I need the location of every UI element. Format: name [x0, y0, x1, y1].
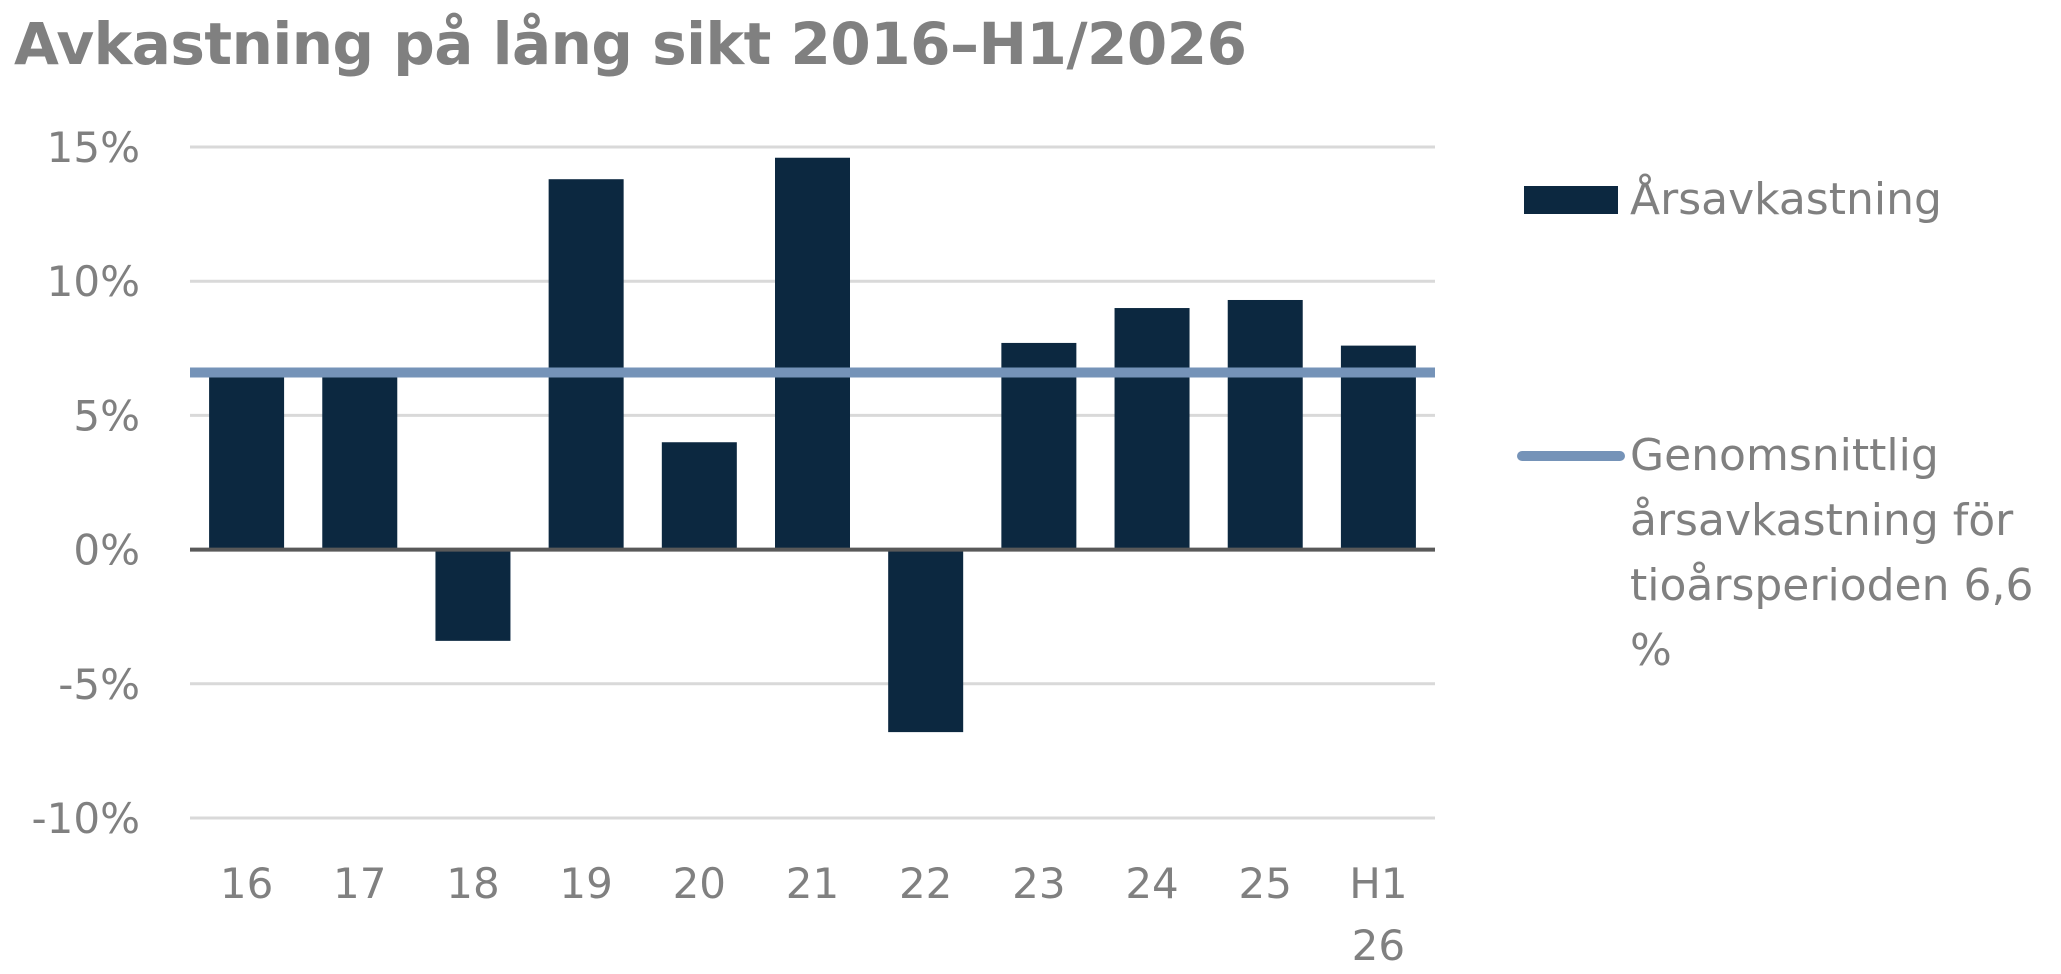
y-tick-label: 15% — [47, 123, 140, 172]
legend-swatch-bar — [1524, 186, 1618, 214]
y-tick-label: -10% — [31, 794, 140, 843]
legend-label-line: Genomsnittlig årsavkastning för tioårsperi… — [1630, 430, 2033, 676]
chart-title: Avkastning på lång sikt 2016–H1/2026 — [14, 10, 1247, 78]
x-tick-label-line: 18 — [446, 859, 499, 908]
x-tick-label-line: 24 — [1125, 859, 1178, 908]
x-tick-label: 17 — [333, 859, 386, 908]
x-tick-label-line: 17 — [333, 859, 386, 908]
x-tick-label: 21 — [786, 859, 839, 908]
bars — [209, 157, 1416, 733]
x-tick-label: 19 — [559, 859, 612, 908]
legend-label-line-part: % — [1630, 625, 1672, 676]
legend-label-bar: Årsavkastning — [1630, 172, 1942, 225]
x-tick-label-line: 26 — [1352, 921, 1405, 970]
x-tick-label: 20 — [673, 859, 726, 908]
bar — [888, 549, 964, 733]
bar — [209, 375, 285, 550]
x-tick-label: 22 — [899, 859, 952, 908]
x-tick-label: 23 — [1012, 859, 1065, 908]
x-tick-label-line: 16 — [220, 859, 273, 908]
legend-label-line-part: årsavkastning för — [1630, 495, 2014, 546]
bar — [1114, 308, 1190, 550]
bar — [775, 157, 850, 550]
bar — [435, 549, 511, 641]
y-tick-label: -5% — [58, 660, 140, 709]
legend-label-line-part: Genomsnittlig — [1630, 430, 1939, 481]
y-tick-label: 10% — [47, 257, 140, 306]
legend-label-line-part: tioårsperioden 6,6 — [1630, 560, 2033, 611]
x-tick-label: H1 26 — [1349, 859, 1407, 970]
x-tick-label: 25 — [1239, 859, 1292, 908]
x-tick-label-line: 20 — [673, 859, 726, 908]
y-axis-ticks: 15% 10% 5% 0% -5% -10% — [31, 123, 140, 843]
x-tick-label-line: 19 — [559, 859, 612, 908]
bar — [1227, 299, 1303, 550]
bar — [548, 179, 624, 550]
y-tick-label: 5% — [73, 391, 140, 440]
x-tick-label-line: 25 — [1239, 859, 1292, 908]
x-tick-label: 18 — [446, 859, 499, 908]
legend: Årsavkastning Genomsnittlig årsavkastning … — [1517, 172, 2033, 676]
bar — [661, 442, 737, 550]
bar — [322, 375, 398, 550]
y-tick-label: 0% — [73, 526, 140, 575]
x-tick-label-line: 23 — [1012, 859, 1065, 908]
x-axis-ticks: 16 17 18 19 20 21 22 23 24 25 H1 26 — [220, 859, 1408, 970]
x-tick-label-line: H1 — [1349, 859, 1407, 908]
x-tick-label: 16 — [220, 859, 273, 908]
x-tick-label-line: 22 — [899, 859, 952, 908]
x-tick-label: 24 — [1125, 859, 1178, 908]
bar — [1340, 345, 1416, 550]
x-tick-label-line: 21 — [786, 859, 839, 908]
